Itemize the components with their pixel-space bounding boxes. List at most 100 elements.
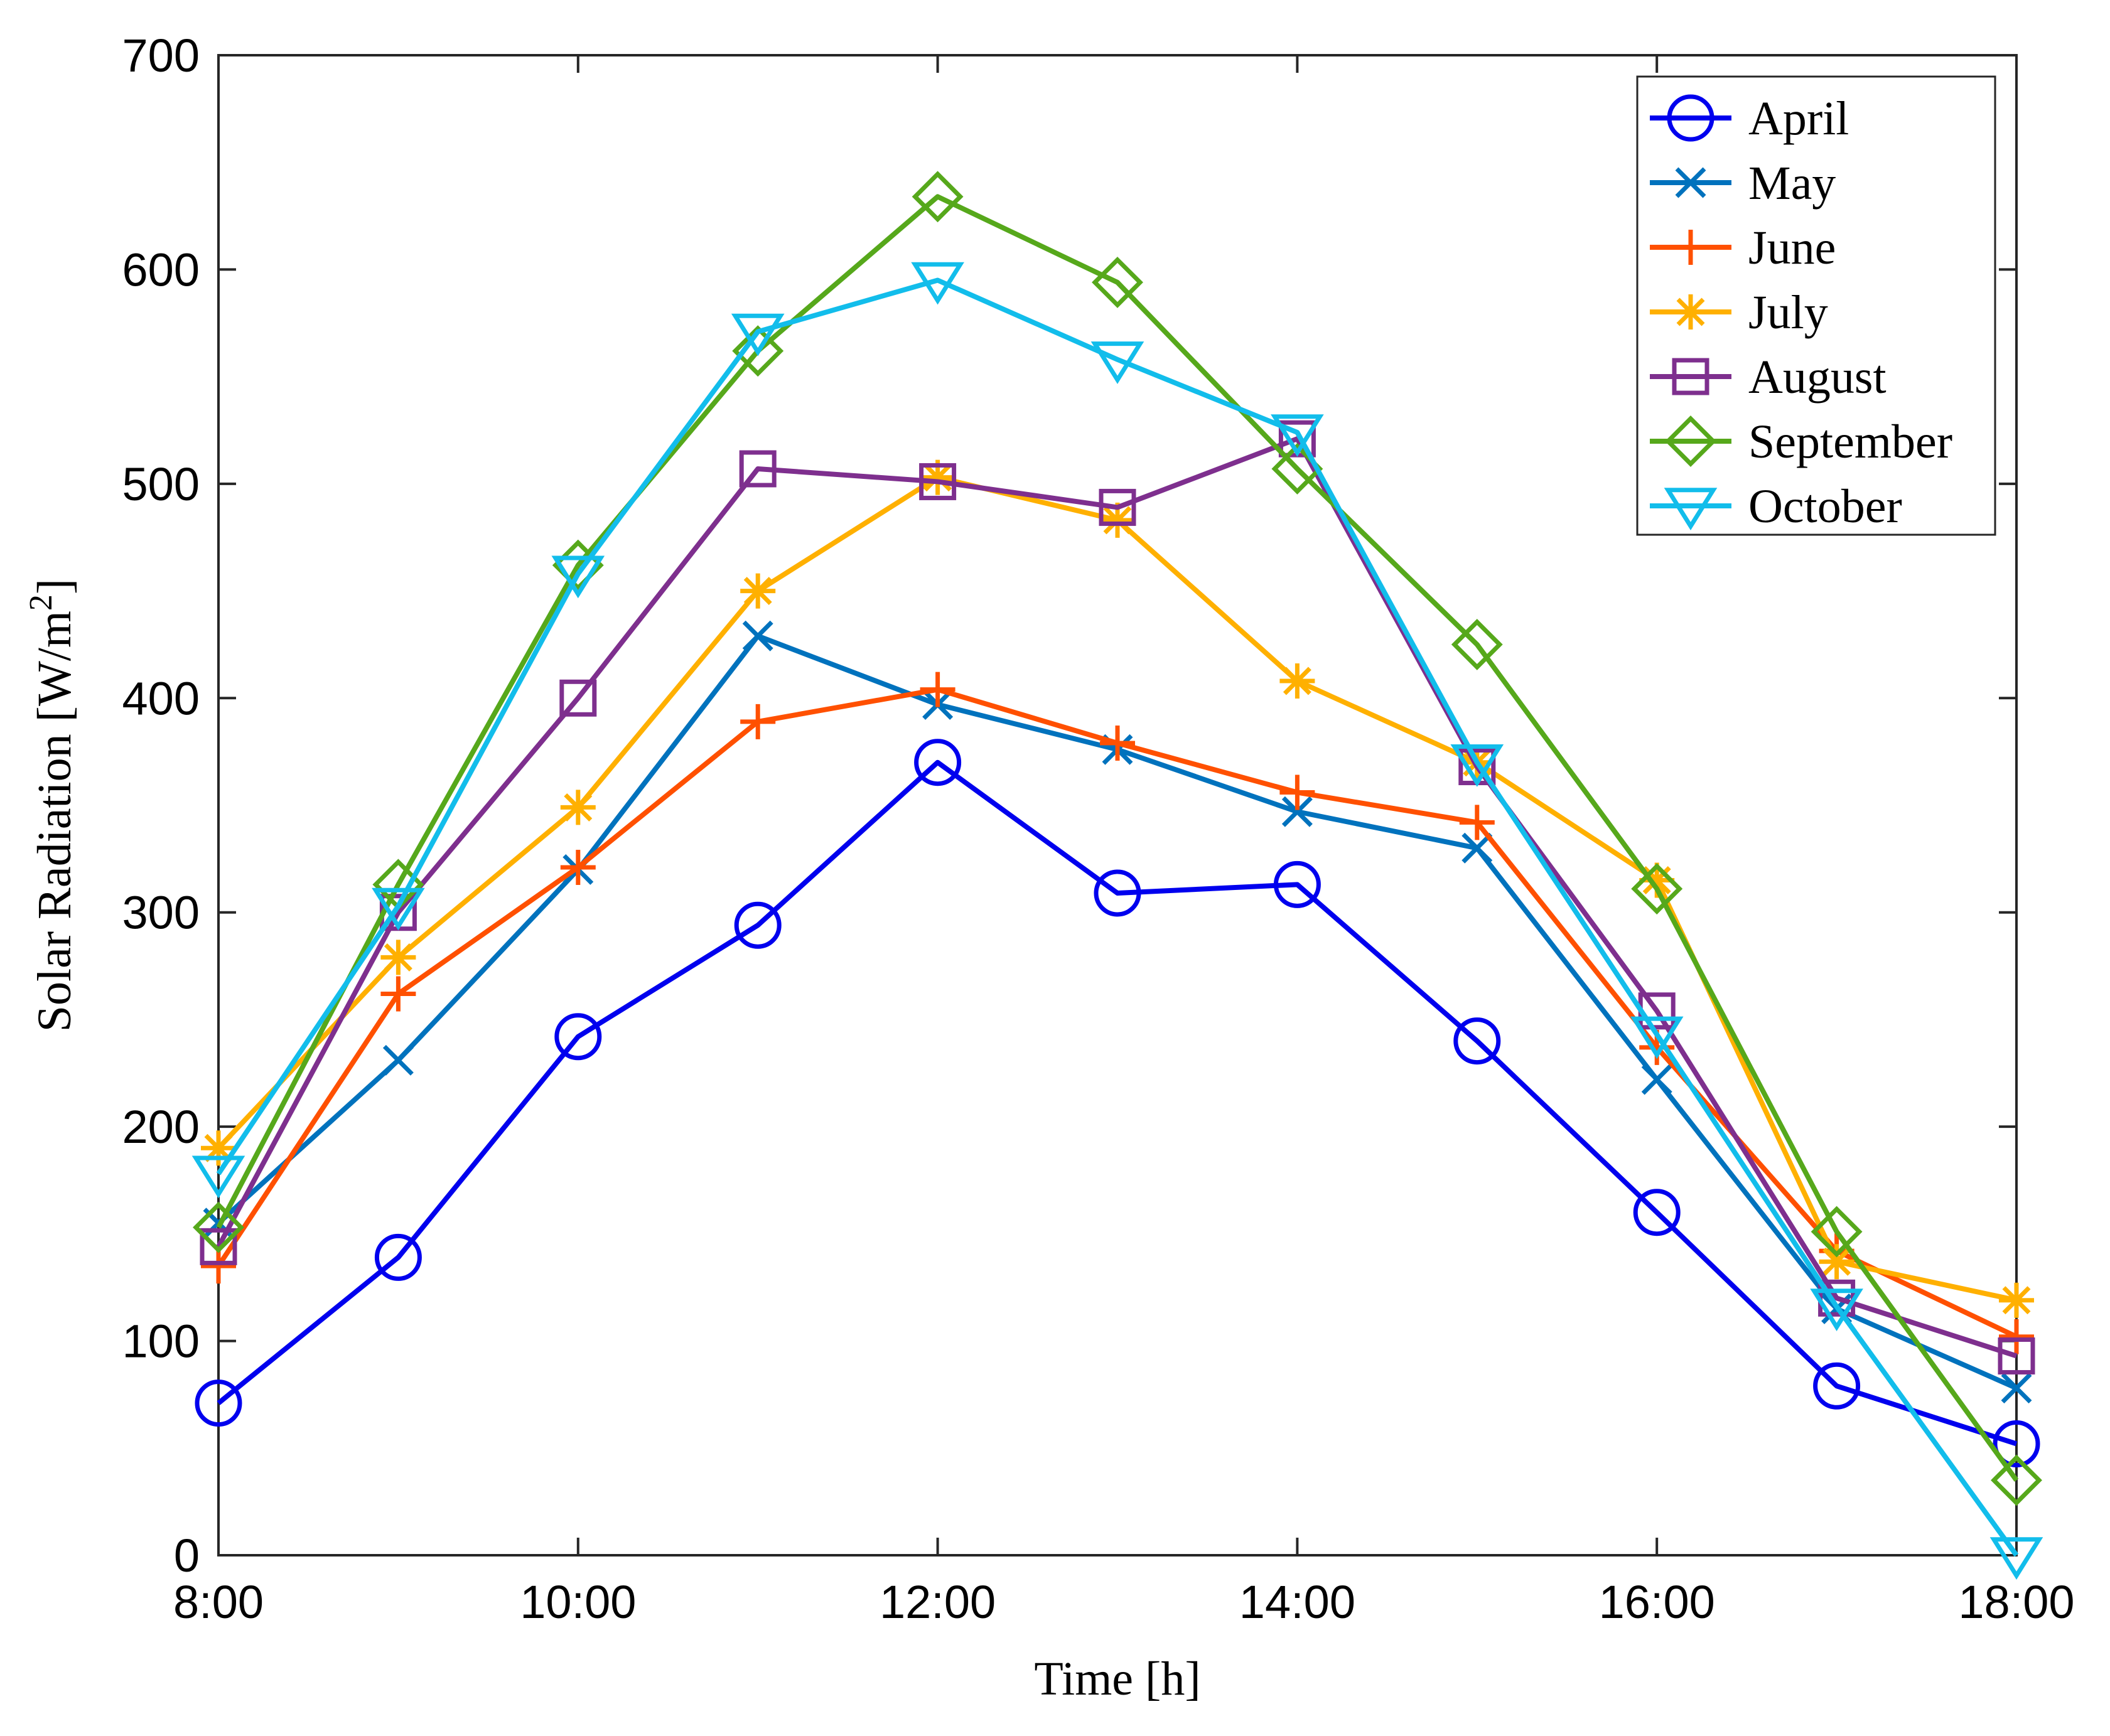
legend-item-june: June: [1650, 222, 1836, 274]
data-point-september: [732, 325, 784, 377]
data-point-may: [2001, 1373, 2032, 1404]
y-axis-title: Solar Radiation [W/m2]: [23, 579, 81, 1032]
data-point-june: [1279, 774, 1315, 810]
data-point-april: [1813, 1362, 1861, 1410]
data-point-april: [1993, 1420, 2040, 1467]
legend-item-april: April: [1650, 92, 1849, 145]
data-point-october: [551, 555, 605, 599]
data-point-june: [201, 1248, 236, 1284]
legend-item-august: August: [1650, 351, 1887, 404]
data-point-august: [200, 1228, 237, 1265]
legend-marker: [1672, 358, 1709, 395]
data-point-october: [731, 313, 785, 356]
data-point-june: [560, 850, 596, 886]
data-point-april: [195, 1380, 242, 1427]
data-point-october: [1450, 744, 1504, 787]
data-point-june: [380, 976, 416, 1012]
data-point-april: [554, 1013, 602, 1061]
legend-marker: [1673, 230, 1708, 265]
data-point-july: [560, 790, 596, 825]
data-point-july: [380, 940, 416, 975]
legend-label: June: [1748, 222, 1836, 274]
legend-marker: [1665, 415, 1716, 467]
data-point-july: [1279, 663, 1315, 699]
data-point-may: [1461, 832, 1493, 864]
legend: April May June July August September October: [1636, 75, 1996, 536]
series-line-april: [217, 759, 2018, 1447]
legend-items: April May June July August September October: [1650, 92, 1952, 533]
y-tick-label: 200: [122, 1101, 200, 1153]
data-point-october: [1090, 341, 1144, 384]
series-line-september: [216, 194, 2019, 1482]
y-tick-label: 300: [122, 887, 200, 939]
data-point-april: [1633, 1189, 1681, 1236]
x-tick-label: 10:00: [520, 1576, 636, 1628]
y-axis-title-end: ]: [28, 579, 81, 594]
data-point-june: [920, 672, 955, 707]
data-point-october: [1810, 1289, 1863, 1331]
data-point-september: [912, 171, 964, 223]
data-point-april: [374, 1233, 422, 1281]
legend-marker: [1664, 488, 1718, 531]
data-point-april: [734, 901, 782, 949]
x-tick-label: 16:00: [1599, 1576, 1715, 1628]
data-point-september: [1631, 863, 1683, 915]
legend-label: August: [1748, 351, 1887, 404]
data-point-october: [1989, 1537, 2043, 1580]
legend-item-october: October: [1650, 480, 1902, 533]
data-point-october: [372, 887, 425, 931]
data-point-july: [740, 573, 776, 609]
axis-ticks: 8:00 10:00 12:00 14:00 16:00 18:00 0 100 200 300 4…: [122, 29, 2075, 1628]
data-point-july: [1999, 1282, 2034, 1318]
data-point-july: [201, 1130, 236, 1166]
data-point-april: [914, 739, 962, 786]
data-point-august: [559, 679, 597, 717]
y-axis-title-main: Solar Radiation [W/m: [28, 611, 81, 1032]
data-point-october: [1271, 414, 1324, 457]
legend-item-may: May: [1650, 157, 1836, 210]
data-point-july: [1819, 1244, 1854, 1280]
data-point-july: [1639, 862, 1675, 898]
legend-label: May: [1748, 157, 1836, 210]
data-point-july: [920, 459, 955, 495]
data-point-september: [1991, 1454, 2042, 1506]
data-point-september: [1092, 256, 1143, 308]
data-point-september: [1811, 1206, 1863, 1258]
data-point-april: [1273, 860, 1321, 908]
data-point-june: [1100, 725, 1135, 761]
data-point-june: [740, 704, 776, 739]
data-point-august: [1998, 1337, 2035, 1374]
y-tick-label: 600: [122, 244, 200, 296]
series-line-august: [216, 436, 2018, 1359]
legend-label: July: [1748, 286, 1828, 339]
y-tick-label: 500: [122, 458, 200, 510]
y-tick-label: 700: [122, 29, 200, 82]
x-tick-label: 12:00: [880, 1576, 996, 1628]
y-tick-label: 0: [174, 1530, 200, 1582]
data-point-june: [1999, 1319, 2034, 1354]
data-point-april: [1094, 869, 1141, 917]
x-tick-label: 8:00: [173, 1576, 264, 1628]
data-point-april: [1453, 1017, 1501, 1065]
series-september: [193, 171, 2042, 1506]
data-point-may: [742, 620, 773, 651]
data-point-september: [1451, 618, 1503, 670]
series-october: [191, 262, 2043, 1580]
legend-item-july: July: [1650, 286, 1828, 339]
x-tick-label: 14:00: [1239, 1576, 1355, 1628]
y-tick-label: 100: [122, 1315, 200, 1368]
x-axis-title: Time [h]: [1034, 1653, 1200, 1705]
data-point-may: [1281, 796, 1313, 827]
legend-label: September: [1748, 415, 1952, 468]
data-point-september: [193, 1201, 244, 1253]
data-point-june: [1459, 805, 1495, 840]
data-point-august: [919, 463, 957, 500]
series-line-october: [216, 277, 2019, 1557]
data-point-october: [191, 1155, 245, 1199]
data-point-july: [1100, 502, 1135, 538]
y-tick-label: 400: [122, 672, 200, 724]
legend-marker: [1667, 94, 1714, 142]
legend-marker: [1673, 294, 1708, 330]
data-point-august: [1099, 488, 1136, 526]
